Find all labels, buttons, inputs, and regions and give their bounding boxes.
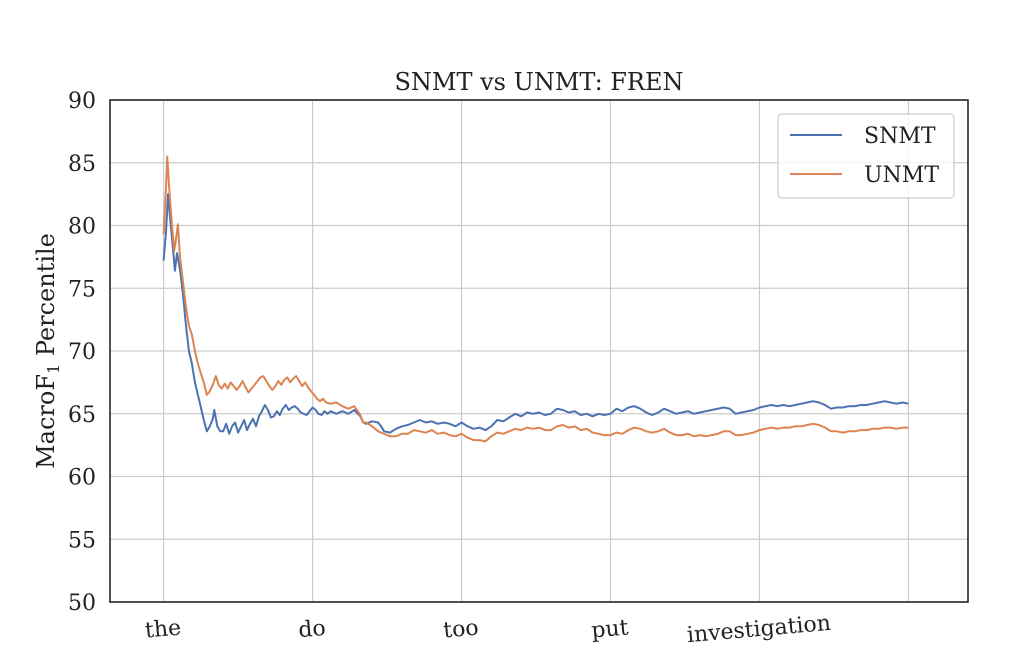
y-tick-label: 85 [68, 152, 96, 177]
legend-label-snmt: SNMT [864, 124, 936, 149]
x-tick-label: too [442, 616, 479, 644]
y-axis-label-subscript: 1 [44, 364, 63, 374]
series-line-snmt [162, 193, 909, 435]
y-tick-label: 75 [68, 277, 96, 302]
series-line-unmt [162, 155, 909, 443]
legend-label-unmt: UNMT [864, 163, 939, 188]
y-tick-label: 55 [68, 528, 96, 553]
y-tick-label: 90 [68, 89, 96, 114]
x-tick-label: do [297, 616, 326, 643]
x-tick-label: the [144, 616, 182, 644]
y-axis-label-main: MacroF [32, 374, 60, 469]
y-tick-label: 65 [68, 403, 96, 428]
y-tick-label: 50 [68, 591, 96, 616]
y-axis-label: MacroF1 Percentile [32, 233, 63, 469]
y-tick-labels: 50 55 60 65 70 75 80 85 90 [68, 89, 96, 616]
plot-frame [109, 99, 969, 603]
legend: SNMT UNMT [777, 113, 955, 199]
y-tick-label: 70 [68, 340, 96, 365]
y-axis-label-suffix: Percentile [32, 233, 60, 364]
x-tick-label: put [590, 615, 629, 643]
y-tick-label: 80 [68, 215, 96, 240]
series-lines [162, 155, 909, 443]
chart-title: SNMT vs UNMT: FREN [394, 68, 683, 96]
y-tick-label: 60 [68, 466, 96, 491]
